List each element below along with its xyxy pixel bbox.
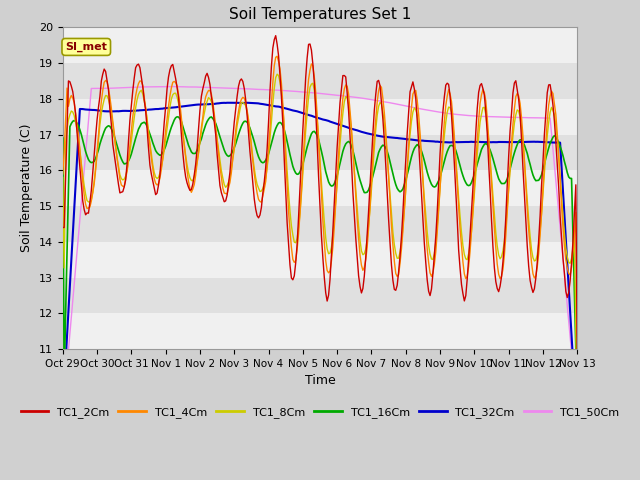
X-axis label: Time: Time — [305, 374, 335, 387]
Bar — [63, 99, 577, 134]
Title: Soil Temperatures Set 1: Soil Temperatures Set 1 — [229, 7, 411, 22]
Text: SI_met: SI_met — [65, 42, 107, 52]
Bar — [63, 134, 577, 170]
Y-axis label: Soil Temperature (C): Soil Temperature (C) — [20, 124, 33, 252]
Legend: TC1_2Cm, TC1_4Cm, TC1_8Cm, TC1_16Cm, TC1_32Cm, TC1_50Cm: TC1_2Cm, TC1_4Cm, TC1_8Cm, TC1_16Cm, TC1… — [16, 403, 624, 423]
Bar — [63, 206, 577, 242]
Bar — [63, 277, 577, 313]
Bar — [63, 242, 577, 277]
Bar — [63, 27, 577, 63]
Bar — [63, 313, 577, 349]
Bar — [63, 170, 577, 206]
Bar — [63, 63, 577, 99]
